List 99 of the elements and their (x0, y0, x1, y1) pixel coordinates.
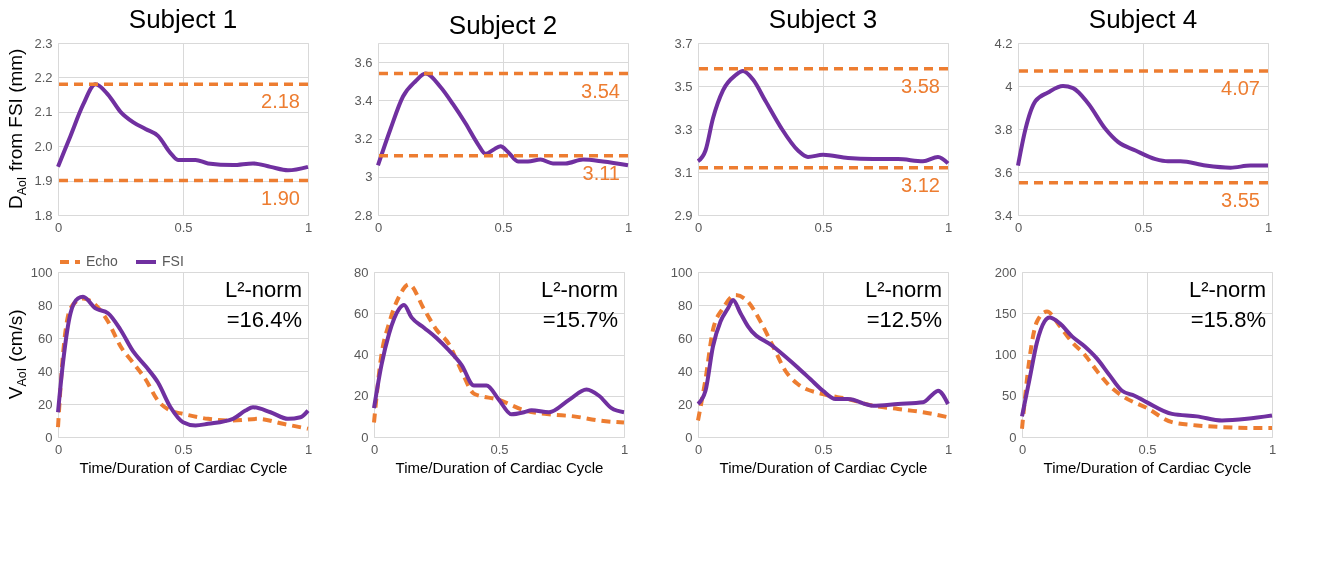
y-tick-label: 3.8 (994, 121, 1013, 137)
ref-line-label: 1.90 (261, 186, 300, 209)
x-tick-label: 0.5 (174, 219, 193, 235)
y-axis-title: DAoI from FSI (mm) (5, 48, 29, 209)
x-tick-label: 1 (620, 441, 629, 457)
x-axis-title: Time/Duration of Cardiac Cycle (719, 458, 928, 476)
line-series (372, 303, 626, 417)
y-tick-label: 3.6 (354, 54, 373, 70)
y-tick-label: 2.9 (674, 207, 693, 223)
x-axis-title: Time/Duration of Cardiac Cycle (395, 458, 604, 476)
y-tick-label: 0 (361, 429, 369, 445)
x-tick-label: 0.5 (814, 441, 833, 457)
y-tick-label: 1.8 (34, 207, 53, 223)
chart-title: Subject 1 (128, 4, 238, 34)
ref-line-label: 3.58 (901, 74, 940, 97)
ref-line-label: 4.07 (1221, 76, 1260, 99)
line-series (56, 82, 310, 173)
annotation: =15.7% (542, 307, 618, 332)
annotation: =16.4% (226, 307, 302, 332)
y-tick-label: 3.7 (674, 35, 693, 51)
y-tick-label: 20 (354, 388, 369, 404)
y-tick-label: 80 (354, 264, 369, 280)
x-axis-title: Time/Duration of Cardiac Cycle (79, 458, 288, 476)
line-series (696, 298, 950, 408)
x-tick-label: 0.5 (1134, 219, 1153, 235)
x-tick-label: 1 (1268, 441, 1277, 457)
x-tick-label: 0 (694, 441, 703, 457)
x-tick-label: 1 (944, 441, 953, 457)
x-tick-label: 0.5 (814, 219, 833, 235)
annotation: L²-norm (1188, 277, 1266, 302)
y-tick-label: 0 (1009, 429, 1017, 445)
line-series (376, 71, 630, 168)
y-tick-label: 3.2 (354, 131, 373, 147)
y-tick-label: 2.8 (354, 207, 373, 223)
y-tick-label: 2.1 (34, 104, 53, 120)
x-tick-label: 0.5 (490, 441, 509, 457)
x-tick-label: 1 (304, 441, 313, 457)
x-tick-label: 0 (694, 219, 703, 235)
x-tick-label: 0.5 (1138, 441, 1157, 457)
y-tick-label: 40 (38, 363, 53, 379)
y-tick-label: 4 (1005, 78, 1013, 94)
annotation: =12.5% (866, 307, 942, 332)
annotation: L²-norm (540, 277, 618, 302)
y-tick-label: 100 (670, 264, 693, 280)
y-axis-title: VAoI (cm/s) (5, 309, 29, 400)
chart-title: Subject 4 (1088, 4, 1198, 34)
y-tick-label: 3.4 (994, 207, 1013, 223)
y-tick-label: 80 (38, 297, 53, 313)
legend-label: FSI (162, 253, 184, 269)
x-tick-label: 0 (374, 219, 383, 235)
y-tick-label: 3.1 (674, 164, 693, 180)
y-tick-label: 0 (45, 429, 53, 445)
x-tick-label: 1 (944, 219, 953, 235)
y-tick-label: 2.3 (34, 35, 53, 51)
annotation: L²-norm (224, 277, 302, 302)
y-tick-label: 80 (678, 297, 693, 313)
x-tick-label: 1 (304, 219, 313, 235)
y-tick-label: 3.6 (994, 164, 1013, 180)
x-tick-label: 1 (624, 219, 633, 235)
x-axis-title: Time/Duration of Cardiac Cycle (1043, 458, 1252, 476)
x-tick-label: 0 (54, 441, 63, 457)
chart-title: Subject 2 (448, 10, 558, 40)
ref-line-label: 3.55 (1221, 188, 1260, 211)
x-tick-label: 0.5 (494, 219, 513, 235)
ref-line-label: 2.18 (261, 90, 300, 113)
y-tick-label: 40 (678, 363, 693, 379)
y-tick-label: 2.2 (34, 69, 53, 85)
annotation: =15.8% (1190, 307, 1266, 332)
x-tick-label: 0 (54, 219, 63, 235)
y-tick-label: 1.9 (34, 173, 53, 189)
chart-title: Subject 3 (768, 4, 878, 34)
y-tick-label: 0 (685, 429, 693, 445)
y-tick-label: 2.0 (34, 138, 53, 154)
y-tick-label: 60 (678, 330, 693, 346)
y-tick-label: 4.2 (994, 35, 1013, 51)
y-tick-label: 50 (1002, 388, 1017, 404)
legend-label: Echo (86, 253, 119, 269)
y-tick-label: 3.4 (354, 92, 373, 108)
y-tick-label: 40 (354, 347, 369, 362)
x-tick-label: 0 (1018, 441, 1027, 457)
line-series (372, 282, 626, 425)
line-series (696, 68, 950, 166)
x-tick-label: 1 (1264, 219, 1273, 235)
y-tick-label: 3.3 (674, 121, 693, 137)
y-tick-label: 3 (365, 169, 373, 185)
ref-line-label: 3.54 (581, 79, 620, 102)
y-tick-label: 100 (994, 347, 1017, 362)
y-tick-label: 60 (354, 305, 369, 321)
y-tick-label: 200 (994, 264, 1017, 280)
y-tick-label: 60 (38, 330, 53, 346)
annotation: L²-norm (864, 277, 942, 302)
y-tick-label: 20 (678, 396, 693, 412)
ref-line-label: 3.12 (901, 173, 940, 196)
y-tick-label: 100 (30, 264, 53, 280)
ref-line-label: 3.11 (582, 161, 620, 184)
x-tick-label: 0.5 (174, 441, 193, 457)
y-tick-label: 150 (994, 305, 1017, 321)
y-tick-label: 3.5 (674, 78, 693, 94)
y-tick-label: 20 (38, 396, 53, 412)
